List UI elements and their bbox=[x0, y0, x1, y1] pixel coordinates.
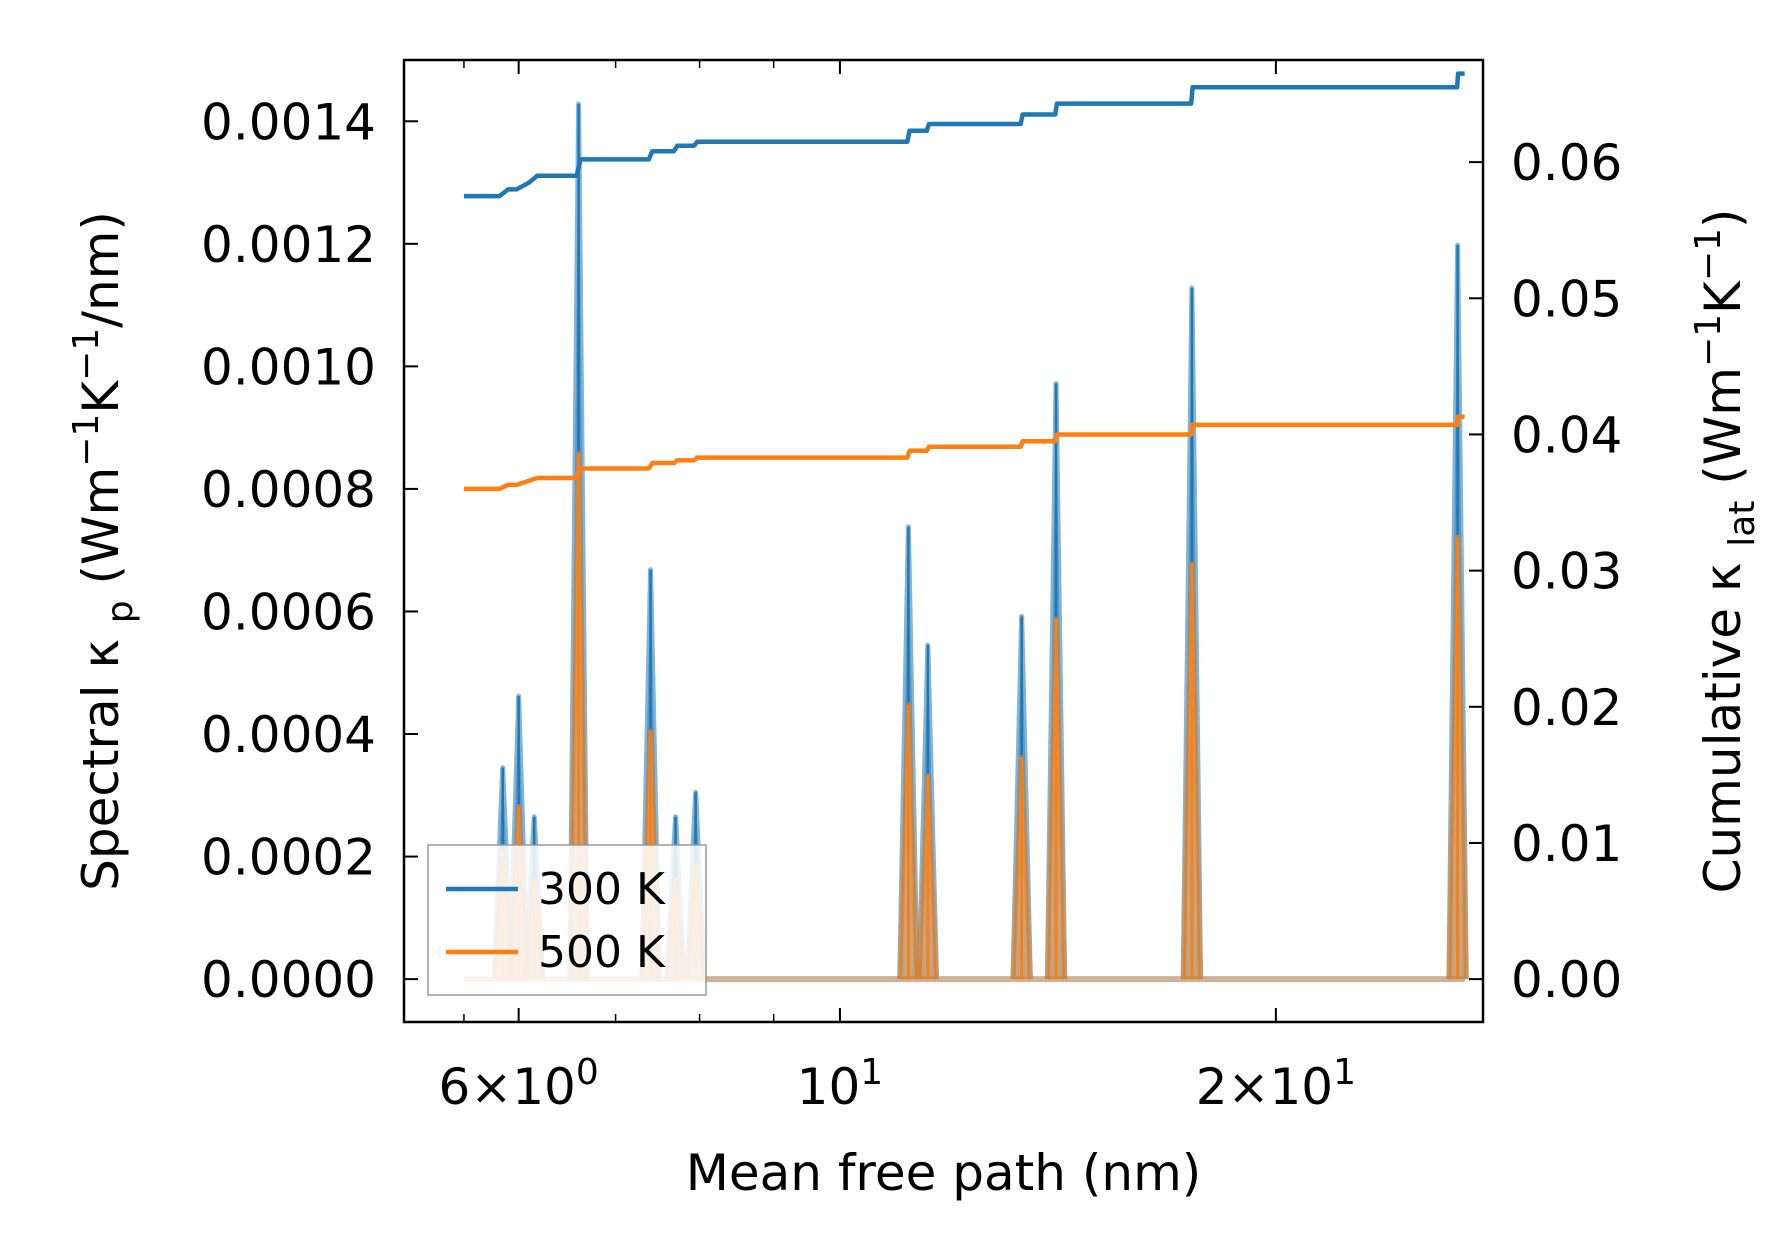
y-left-axis-title: Spectral κ p (Wm−1K−1/nm) bbox=[66, 211, 141, 891]
y-left-tick-label: 0.0014 bbox=[201, 93, 376, 151]
y-right-tick-label: 0.01 bbox=[1511, 815, 1622, 873]
cumulative-line-500k bbox=[463, 414, 1465, 492]
y-right-tick-label: 0.02 bbox=[1511, 679, 1622, 737]
x-tick-label: 2×101 bbox=[1196, 1052, 1356, 1116]
y-right-tick-label: 0.04 bbox=[1511, 406, 1622, 464]
legend-label: 300 K bbox=[538, 864, 666, 915]
legend-box bbox=[427, 844, 707, 996]
y-right-tick-label: 0.00 bbox=[1511, 951, 1622, 1009]
y-left-tick-label: 0.0008 bbox=[201, 461, 376, 519]
x-axis-title: Mean free path (nm) bbox=[686, 1144, 1202, 1202]
y-left-tick-label: 0.0002 bbox=[201, 829, 376, 887]
y-right-axis-title: Cumulative κ lat (Wm−1K−1) bbox=[1688, 209, 1763, 894]
y-right-tick-label: 0.05 bbox=[1511, 270, 1622, 328]
axes-layer: 0.0000 0.0002 0.0004 0.0006 0.0008 0.0010 0.00… bbox=[66, 58, 1763, 1202]
y-left-tick-label: 0.0000 bbox=[201, 951, 376, 1009]
legend: 300 K 500 K bbox=[427, 844, 707, 996]
legend-label: 500 K bbox=[538, 927, 666, 978]
y-left-tick-label: 0.0012 bbox=[201, 216, 376, 274]
plot-frame bbox=[402, 58, 1485, 1024]
y-right-tick-label: 0.03 bbox=[1511, 543, 1622, 601]
cumulative-line-300k bbox=[463, 71, 1465, 199]
y-left-tick-label: 0.0010 bbox=[201, 338, 376, 396]
x-tick-label: 101 bbox=[797, 1052, 884, 1116]
y-right-tick-label: 0.06 bbox=[1511, 134, 1622, 192]
y-left-tick-label: 0.0004 bbox=[201, 706, 376, 764]
y-left-tick-label: 0.0006 bbox=[201, 583, 376, 641]
x-tick-label: 6×100 bbox=[439, 1052, 599, 1116]
